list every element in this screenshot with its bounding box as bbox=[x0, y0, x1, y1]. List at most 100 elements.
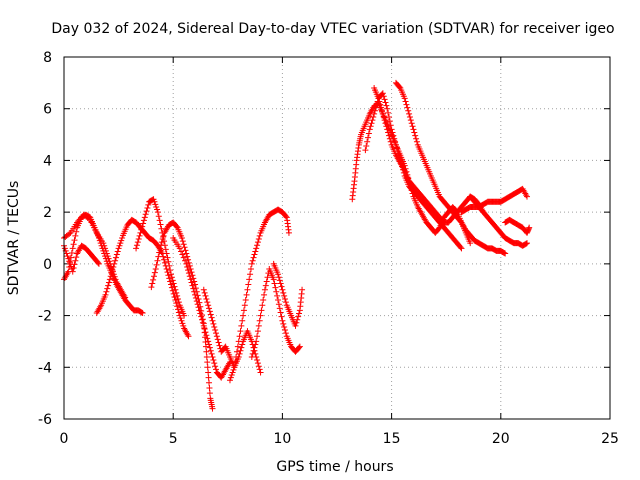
data-point bbox=[249, 350, 256, 357]
data-point bbox=[168, 271, 175, 278]
x-tick-label: 10 bbox=[273, 431, 291, 447]
data-point bbox=[140, 217, 147, 224]
data-point bbox=[231, 364, 238, 371]
data-point bbox=[106, 258, 113, 265]
data-point bbox=[112, 257, 119, 264]
data-point bbox=[206, 341, 213, 348]
data-point bbox=[156, 249, 163, 256]
data-point bbox=[66, 258, 73, 265]
data-point bbox=[204, 359, 211, 366]
data-point bbox=[204, 364, 211, 371]
data-point bbox=[406, 113, 413, 120]
data-point bbox=[254, 328, 261, 335]
data-point bbox=[366, 126, 373, 133]
data-point bbox=[252, 248, 259, 255]
data-point bbox=[198, 313, 205, 320]
data-point bbox=[177, 315, 184, 322]
data-point bbox=[161, 256, 168, 263]
data-point bbox=[182, 247, 189, 254]
data-point bbox=[178, 248, 185, 255]
data-point bbox=[205, 369, 212, 376]
data-point bbox=[206, 305, 213, 312]
data-point bbox=[180, 241, 187, 248]
data-point bbox=[158, 225, 165, 232]
data-point bbox=[192, 281, 199, 288]
data-point bbox=[176, 245, 183, 252]
data-point bbox=[187, 276, 194, 283]
data-point bbox=[275, 274, 282, 281]
data-point bbox=[282, 299, 289, 306]
data-point bbox=[262, 282, 269, 289]
data-point bbox=[294, 316, 301, 323]
data-point bbox=[277, 309, 284, 316]
data-point bbox=[172, 297, 179, 304]
data-point bbox=[382, 99, 389, 106]
data-point bbox=[395, 151, 402, 158]
data-point bbox=[253, 245, 260, 252]
data-point bbox=[180, 322, 187, 329]
data-point bbox=[214, 336, 221, 343]
data-point bbox=[403, 168, 410, 175]
data-point bbox=[181, 244, 188, 251]
y-tick-label: -6 bbox=[38, 412, 52, 428]
data-point bbox=[178, 317, 185, 324]
data-point bbox=[376, 98, 383, 105]
data-point bbox=[408, 120, 415, 127]
data-point bbox=[186, 273, 193, 280]
data-point bbox=[378, 104, 385, 111]
data-point bbox=[282, 330, 289, 337]
data-point bbox=[257, 369, 264, 376]
data-point bbox=[183, 260, 190, 267]
data-point bbox=[248, 353, 255, 360]
data-point bbox=[193, 298, 200, 305]
data-point bbox=[102, 245, 109, 252]
data-point bbox=[192, 285, 199, 292]
data-point bbox=[87, 216, 94, 223]
data-point bbox=[246, 276, 253, 283]
data-point bbox=[138, 226, 145, 233]
y-tick-label: -4 bbox=[38, 360, 52, 376]
data-point bbox=[276, 305, 283, 312]
data-point bbox=[260, 297, 267, 304]
x-tick-label: 20 bbox=[492, 431, 510, 447]
data-point bbox=[368, 120, 375, 127]
data-point bbox=[281, 292, 288, 299]
data-point bbox=[251, 344, 258, 351]
data-point bbox=[171, 293, 178, 300]
data-point bbox=[144, 205, 151, 212]
data-point bbox=[377, 101, 384, 108]
data-point bbox=[154, 206, 161, 213]
data-point bbox=[95, 260, 102, 267]
data-point bbox=[133, 242, 140, 249]
data-point bbox=[150, 273, 157, 280]
data-point bbox=[156, 217, 163, 224]
data-point bbox=[181, 312, 188, 319]
data-point bbox=[188, 279, 195, 286]
data-point bbox=[228, 372, 235, 379]
data-point bbox=[162, 246, 169, 253]
data-point bbox=[524, 193, 531, 200]
data-point bbox=[66, 230, 73, 237]
plot-frame bbox=[63, 56, 611, 420]
data-point bbox=[400, 169, 407, 176]
y-tick-label: 2 bbox=[43, 205, 52, 221]
data-point bbox=[526, 224, 533, 231]
data-point bbox=[201, 289, 208, 296]
data-point bbox=[114, 248, 121, 255]
data-point bbox=[165, 272, 172, 279]
data-point bbox=[406, 110, 413, 117]
data-point bbox=[202, 292, 209, 299]
data-point bbox=[61, 245, 68, 252]
data-point bbox=[245, 281, 252, 288]
data-point bbox=[199, 316, 206, 323]
data-point bbox=[254, 242, 261, 249]
data-point bbox=[278, 313, 285, 320]
data-point bbox=[141, 214, 148, 221]
data-point bbox=[363, 142, 370, 149]
y-tick-label: 6 bbox=[43, 102, 52, 118]
data-point bbox=[185, 256, 192, 263]
data-point bbox=[72, 257, 79, 264]
data-point bbox=[211, 360, 218, 367]
series-7 bbox=[170, 235, 233, 381]
data-point bbox=[272, 284, 279, 291]
